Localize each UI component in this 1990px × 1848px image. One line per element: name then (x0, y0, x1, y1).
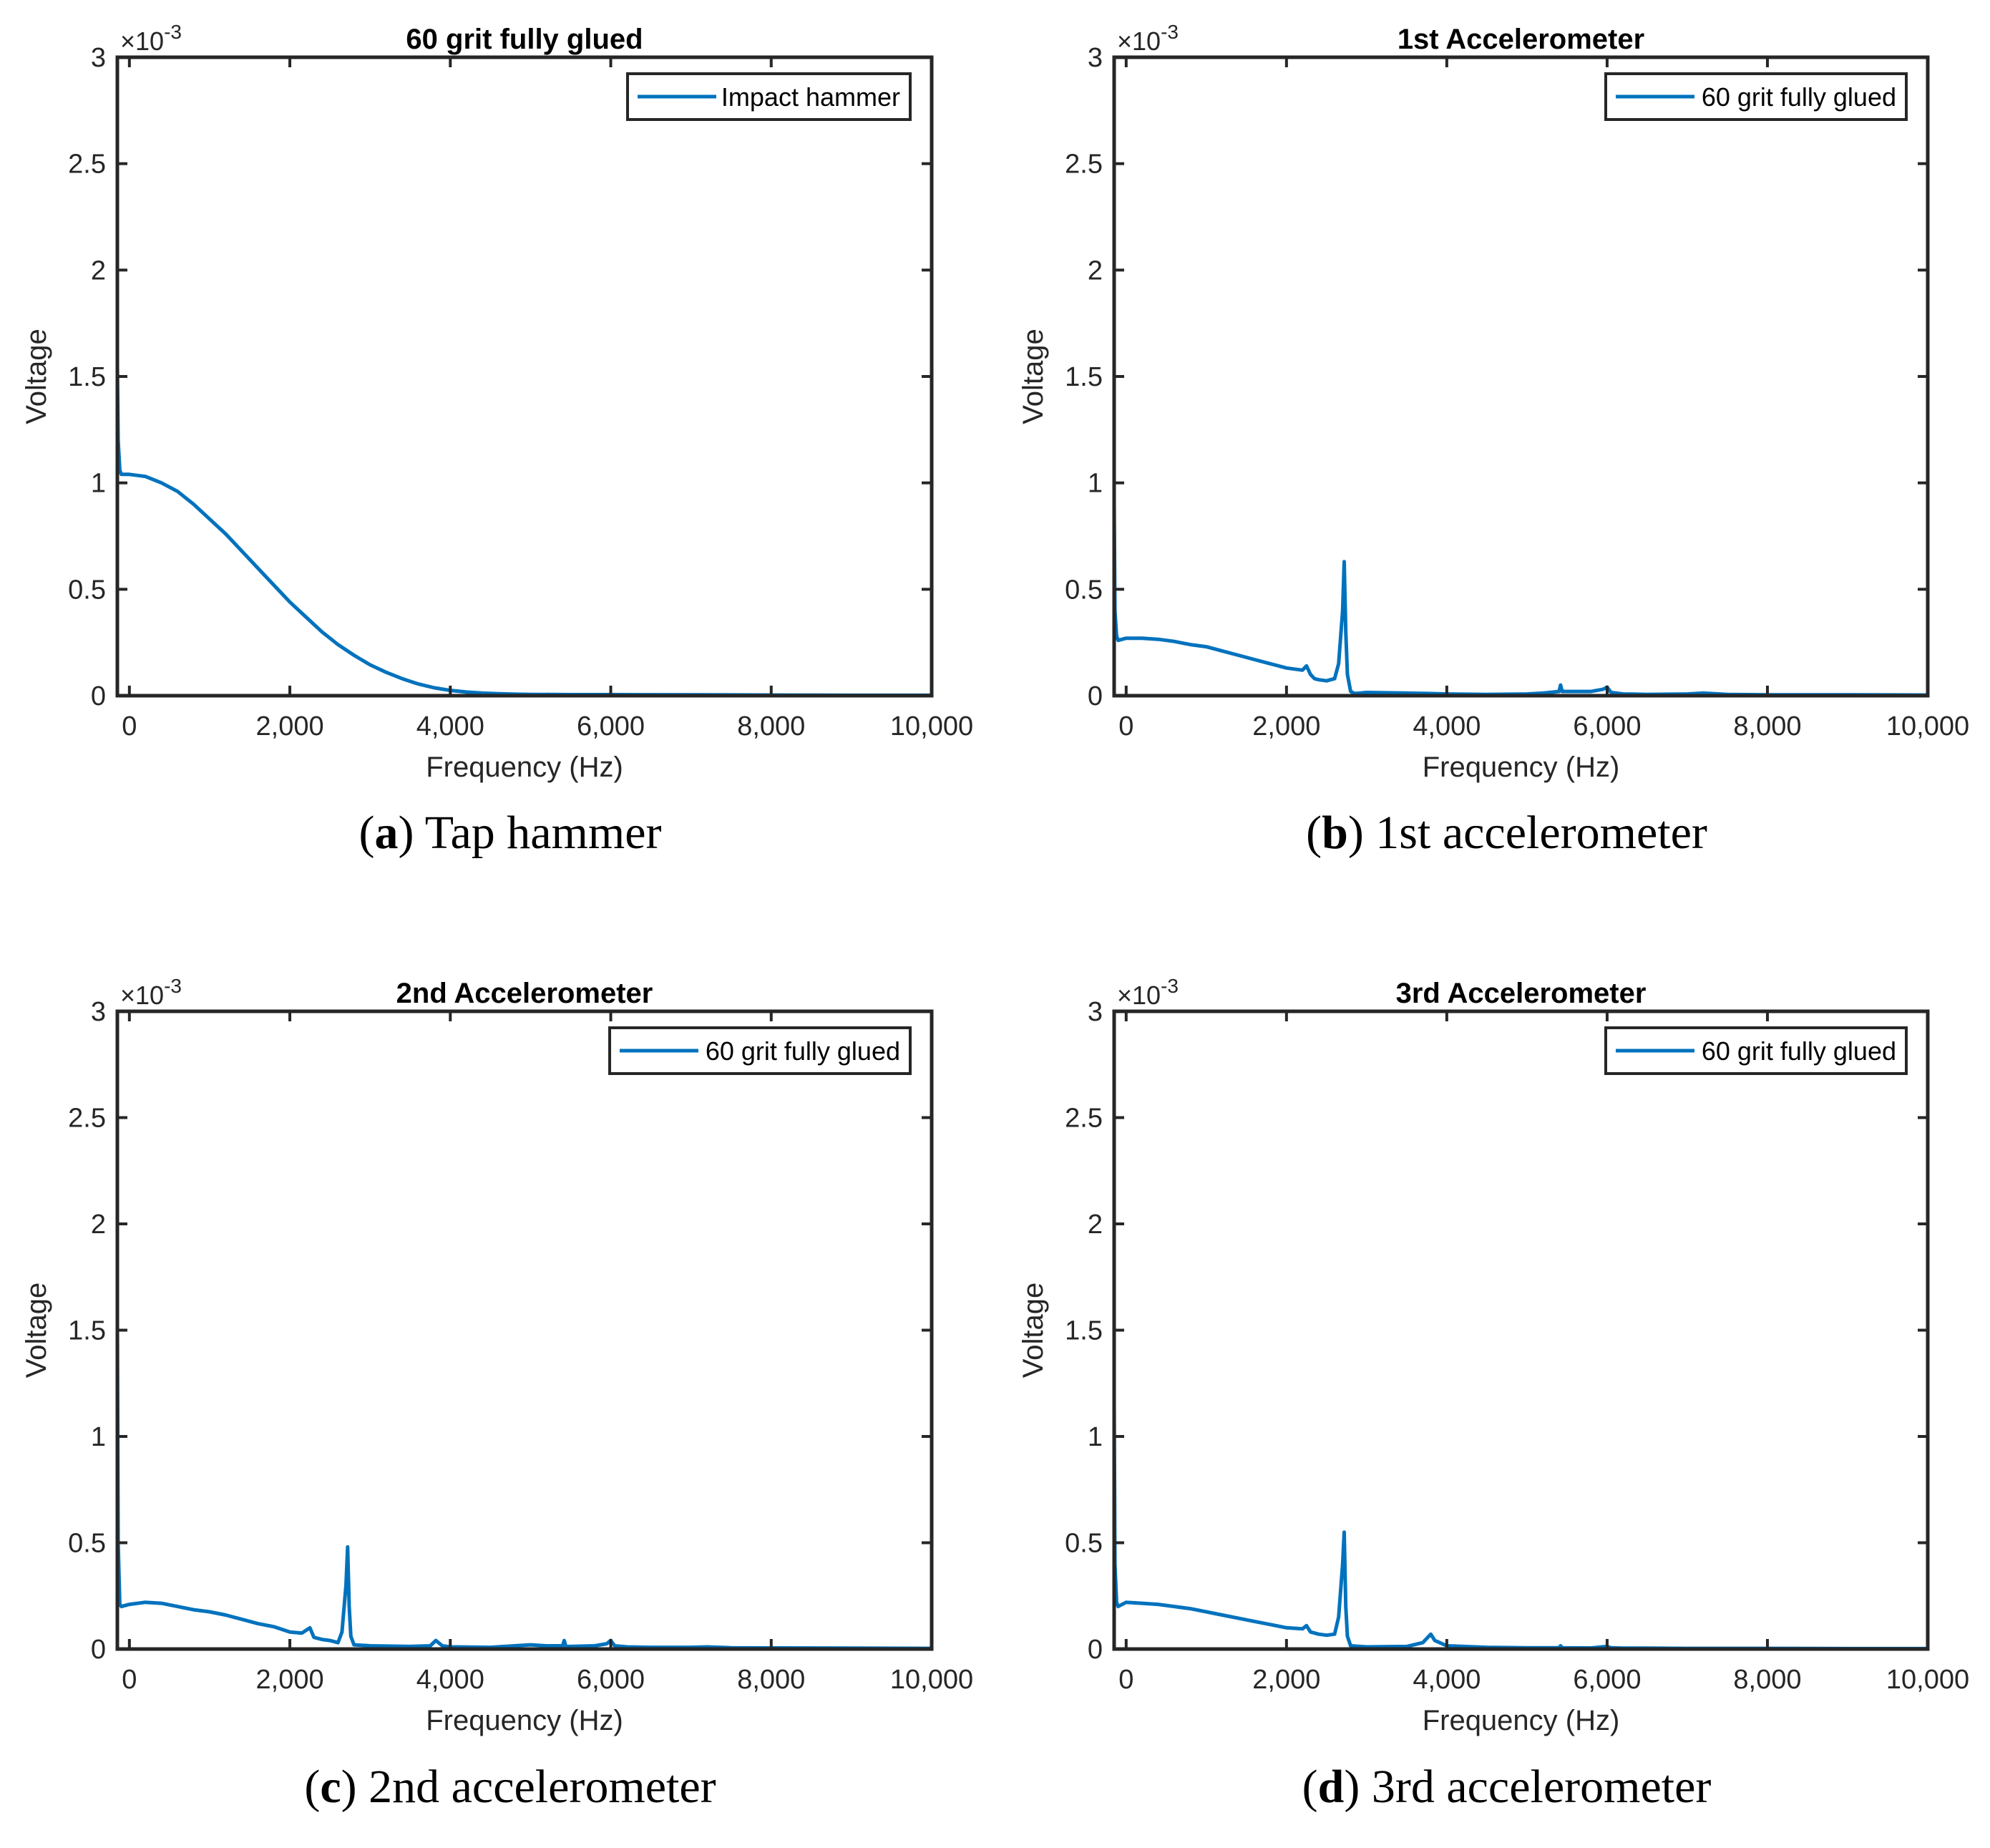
chart-panel-d: 0 2,000 4,000 6,000 8,000 10,000 0 0.5 1 1.5 2 2.5 3… (1018, 975, 1969, 1813)
y-tick-label: 0 (1088, 1635, 1103, 1665)
y-tick-label: 2.5 (1065, 1104, 1103, 1134)
y-tick-label: 2.5 (68, 150, 106, 180)
y-exponent-label: ×10-3 (120, 21, 182, 56)
chart-title: 3rd Accelerometer (1396, 978, 1647, 1009)
y-tick-label: 1 (91, 1422, 106, 1452)
legend-box (1604, 72, 1908, 121)
legend-label: Impact hammer (721, 82, 900, 112)
chart-title: 60 grit fully glued (406, 24, 643, 55)
axes-box (115, 55, 934, 698)
x-tick-label: 6,000 (1573, 1665, 1641, 1695)
x-axis-label: Frequency (Hz) (1423, 1705, 1620, 1736)
x-tick-label: 0 (1118, 711, 1133, 741)
y-exponent-label: ×10-3 (120, 975, 182, 1010)
x-tick-label: 8,000 (737, 711, 805, 741)
x-axis-label: Frequency (Hz) (426, 1705, 623, 1736)
x-tick-label: 4,000 (416, 711, 484, 741)
chart-panel-c: 0 2,000 4,000 6,000 8,000 10,000 0 0.5 1 1.5 2 2.5 3… (21, 975, 973, 1813)
legend: Impact hammer (626, 72, 912, 121)
y-tick-label: 2.5 (1065, 150, 1103, 180)
series-line-a-0 (117, 364, 932, 696)
chart-panel-a: 0 2,000 4,000 6,000 8,000 10,000 0 0.5 1 1.5 2 2.5 3… (21, 21, 973, 859)
subfigure-caption: (a) Tap hammer (359, 807, 661, 859)
y-tick-label: 3 (1088, 997, 1103, 1027)
y-tick-label: 1 (1088, 1422, 1103, 1452)
axes-box (1112, 1009, 1930, 1651)
x-tick-label: 2,000 (1252, 711, 1320, 741)
y-exponent-label: ×10-3 (1117, 21, 1179, 56)
axes-box (1112, 55, 1930, 698)
legend-label: 60 grit fully glued (1702, 82, 1896, 112)
x-tick-label: 0 (1118, 1665, 1133, 1695)
x-tick-label: 4,000 (1413, 1665, 1481, 1695)
y-tick-label: 1 (91, 469, 106, 499)
y-tick-label: 1.5 (1065, 362, 1103, 392)
y-tick-label: 2 (1088, 1210, 1103, 1240)
legend: 60 grit fully glued (1604, 1026, 1908, 1075)
legend-label: 60 grit fully glued (706, 1036, 900, 1066)
x-tick-label: 8,000 (737, 1665, 805, 1695)
y-tick-label: 3 (91, 43, 106, 73)
y-tick-label: 0.5 (1065, 1529, 1103, 1559)
x-tick-label: 4,000 (1413, 711, 1481, 741)
subfigure-caption: (c) 2nd accelerometer (304, 1761, 716, 1813)
legend-label: 60 grit fully glued (1702, 1036, 1896, 1066)
x-tick-label: 8,000 (1733, 1665, 1801, 1695)
x-tick-label: 2,000 (256, 1665, 324, 1695)
y-tick-label: 2.5 (68, 1104, 106, 1134)
chart-title: 1st Accelerometer (1398, 24, 1644, 55)
x-tick-label: 0 (122, 1665, 137, 1695)
x-tick-label: 10,000 (890, 1665, 973, 1695)
y-tick-label: 1.5 (68, 362, 106, 392)
subfigure-caption: (d) 3rd accelerometer (1302, 1761, 1712, 1813)
y-tick-label: 1.5 (1065, 1316, 1103, 1346)
chart-panel-b: 0 2,000 4,000 6,000 8,000 10,000 0 0.5 1 1.5 2 2.5 3… (1018, 21, 1969, 859)
x-tick-label: 10,000 (890, 711, 973, 741)
legend: 60 grit fully glued (1604, 72, 1908, 121)
x-tick-label: 10,000 (1886, 1665, 1969, 1695)
x-tick-label: 8,000 (1733, 711, 1801, 741)
y-exponent-label: ×10-3 (1117, 975, 1179, 1010)
x-axis-label: Frequency (Hz) (426, 752, 623, 783)
y-tick-label: 0.5 (68, 1529, 106, 1559)
y-tick-label: 0 (1088, 681, 1103, 711)
y-axis-label: Voltage (1018, 1283, 1049, 1378)
y-tick-label: 2 (91, 256, 106, 286)
y-tick-label: 0.5 (1065, 575, 1103, 605)
x-tick-label: 6,000 (577, 1665, 645, 1695)
axes-box (115, 1009, 934, 1651)
y-axis-label: Voltage (1018, 329, 1049, 424)
y-tick-label: 2 (91, 1210, 106, 1240)
y-axis-label: Voltage (21, 1283, 52, 1378)
y-tick-label: 0.5 (68, 575, 106, 605)
y-tick-label: 1.5 (68, 1316, 106, 1346)
x-tick-label: 6,000 (577, 711, 645, 741)
y-tick-label: 0 (91, 681, 106, 711)
legend: 60 grit fully glued (608, 1026, 912, 1075)
y-tick-label: 3 (1088, 43, 1103, 73)
series-line-d-0 (1114, 1403, 1928, 1649)
y-tick-label: 0 (91, 1635, 106, 1665)
x-axis-label: Frequency (Hz) (1423, 752, 1620, 783)
x-tick-label: 0 (122, 711, 137, 741)
subfigure-caption: (b) 1st accelerometer (1306, 807, 1707, 859)
x-tick-label: 4,000 (416, 1665, 484, 1695)
y-tick-label: 2 (1088, 256, 1103, 286)
chart-title: 2nd Accelerometer (396, 978, 653, 1009)
x-tick-label: 2,000 (1252, 1665, 1320, 1695)
y-tick-label: 3 (91, 997, 106, 1027)
x-tick-label: 10,000 (1886, 711, 1969, 741)
series-line-c-0 (117, 1322, 932, 1649)
y-tick-label: 1 (1088, 469, 1103, 499)
x-tick-label: 2,000 (256, 711, 324, 741)
y-axis-label: Voltage (21, 329, 52, 424)
series-line-b-0 (1114, 502, 1928, 696)
x-tick-label: 6,000 (1573, 711, 1641, 741)
